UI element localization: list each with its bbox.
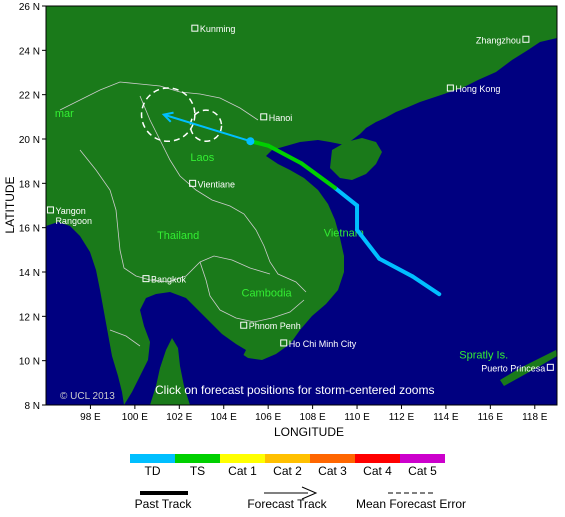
past-track-segment bbox=[410, 274, 442, 297]
legend-swatch bbox=[400, 454, 445, 463]
lon-tick-label: 116 E bbox=[478, 412, 504, 423]
click-note: Click on forecast positions for storm-ce… bbox=[155, 383, 434, 397]
andaman-sea bbox=[46, 222, 124, 405]
legend-category-label: Cat 2 bbox=[273, 464, 302, 478]
past-track bbox=[246, 137, 442, 297]
region-labels: mar Laos Thailand Vietnam Cambodia Spratly Is… bbox=[55, 108, 508, 362]
lat-tick-label: 16 N bbox=[19, 224, 40, 235]
legend-category-label: Cat 5 bbox=[408, 464, 437, 478]
city-label: Puerto Princesa bbox=[481, 363, 545, 373]
forecast-error-circles[interactable] bbox=[140, 87, 223, 143]
region-label: Vietnam bbox=[324, 228, 364, 240]
copyright-watermark: © UCL 2013 bbox=[60, 391, 115, 402]
region-label: Cambodia bbox=[242, 287, 293, 299]
past-track-segment bbox=[299, 161, 337, 190]
legend-swatch bbox=[265, 454, 310, 463]
city-marker bbox=[142, 275, 150, 283]
past-track-segment bbox=[266, 143, 304, 166]
map-frame bbox=[45, 5, 558, 406]
city-marker bbox=[260, 113, 268, 121]
forecast-arrow-head[interactable] bbox=[161, 111, 174, 123]
city-label: Bangkok bbox=[151, 275, 187, 285]
lat-tick-label: 22 N bbox=[19, 91, 40, 102]
lat-tick-label: 26 N bbox=[19, 2, 40, 13]
city-marker bbox=[522, 35, 530, 43]
city-marker bbox=[191, 24, 199, 32]
lon-tick-label: 100 E bbox=[122, 412, 148, 423]
legend-swatch bbox=[220, 454, 265, 463]
lon-tick-label: 102 E bbox=[166, 412, 192, 423]
city-marker bbox=[46, 206, 54, 214]
region-label: mar bbox=[55, 108, 74, 120]
malay-peninsula bbox=[150, 338, 190, 405]
city-marker bbox=[280, 339, 288, 347]
city-label: Vientiane bbox=[198, 179, 235, 189]
longitude-ticks: 98 E 100 E 102 E 104 E 106 E 108 E 110 E 112 E 1… bbox=[80, 405, 548, 423]
lat-tick-label: 24 N bbox=[19, 46, 40, 57]
legend-swatch bbox=[310, 454, 355, 463]
lat-tick-label: 18 N bbox=[19, 179, 40, 190]
legend-category-label: Cat 4 bbox=[363, 464, 392, 478]
past-track-segment bbox=[377, 256, 415, 279]
city-marker bbox=[189, 179, 197, 187]
legend-category-label: TS bbox=[190, 464, 205, 478]
lon-tick-label: 98 E bbox=[80, 412, 101, 423]
forecast-track-legend-label: Forecast Track bbox=[247, 497, 327, 511]
legend-swatch bbox=[175, 454, 220, 463]
legend-category-label: TD bbox=[145, 464, 161, 478]
error-legend-label: Mean Forecast Error bbox=[356, 497, 466, 511]
lon-tick-label: 106 E bbox=[255, 412, 281, 423]
forecast-track[interactable] bbox=[161, 111, 251, 143]
lat-tick-label: 8 N bbox=[24, 401, 40, 412]
legend-category-label: Cat 3 bbox=[318, 464, 347, 478]
x-axis-label: LONGITUDE bbox=[274, 425, 344, 439]
region-label: Laos bbox=[190, 152, 214, 164]
latitude-ticks: 26 N 24 N 22 N 20 N 18 N 16 N 14 N 12 N 10 N 8 N bbox=[19, 2, 46, 412]
past-track-segment bbox=[355, 227, 382, 261]
error-circle[interactable] bbox=[189, 109, 223, 143]
small-islands bbox=[500, 350, 557, 386]
city-label: Kunming bbox=[200, 24, 236, 34]
city-label: Ho Chi Minh City bbox=[289, 339, 357, 349]
legend-swatch bbox=[130, 454, 175, 463]
past-track-legend-label: Past Track bbox=[135, 497, 193, 511]
lat-tick-label: 12 N bbox=[19, 312, 40, 323]
lon-tick-label: 110 E bbox=[344, 412, 370, 423]
past-track-segment bbox=[332, 185, 360, 208]
city-label: Yangon bbox=[55, 206, 85, 216]
forecast-track-line[interactable] bbox=[163, 113, 251, 143]
legend: TD TS Cat 1 Cat 2 Cat 3 Cat 4 Cat 5 bbox=[130, 454, 445, 478]
city-label: Hanoi bbox=[269, 113, 293, 123]
lon-tick-label: 104 E bbox=[211, 412, 237, 423]
region-label: Spratly Is. bbox=[459, 349, 508, 361]
legend-swatch bbox=[355, 454, 400, 463]
lon-tick-label: 108 E bbox=[300, 412, 326, 423]
lat-tick-label: 14 N bbox=[19, 268, 40, 279]
city-label: Phnom Penh bbox=[249, 321, 301, 331]
lon-tick-label: 114 E bbox=[433, 412, 459, 423]
lon-tick-label: 118 E bbox=[522, 412, 548, 423]
arrow-icon bbox=[301, 486, 318, 500]
city-marker bbox=[446, 84, 454, 92]
hainan-island bbox=[330, 138, 382, 180]
city-label: Rangoon bbox=[55, 216, 92, 226]
place-labels: Kunming Hanoi Zhangzhou Hong Kong Vientiane Y… bbox=[46, 24, 554, 373]
city-label: Hong Kong bbox=[455, 84, 500, 94]
city-label: Zhangzhou bbox=[476, 35, 521, 45]
city-marker bbox=[546, 363, 554, 371]
y-axis-label: LATITUDE bbox=[3, 176, 17, 233]
lat-tick-label: 20 N bbox=[19, 135, 40, 146]
lon-tick-label: 112 E bbox=[389, 412, 415, 423]
legend-category-label: Cat 1 bbox=[228, 464, 257, 478]
region-label: Thailand bbox=[157, 230, 199, 242]
lat-tick-label: 10 N bbox=[19, 357, 40, 368]
city-marker bbox=[240, 321, 248, 329]
